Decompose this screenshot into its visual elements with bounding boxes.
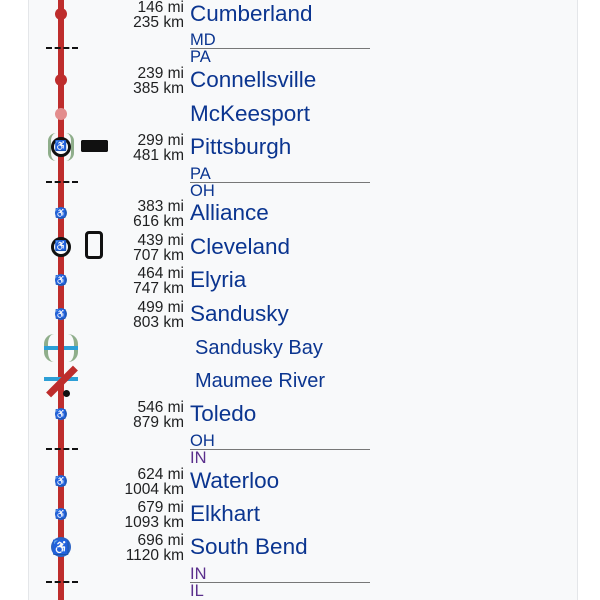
distance-km: 1120 km	[125, 547, 184, 564]
station-link[interactable]: Toledo	[190, 401, 257, 426]
station-link[interactable]: Sandusky	[190, 301, 289, 326]
station-link[interactable]: Waterloo	[190, 468, 280, 493]
distance-mi: 383 mi	[137, 198, 184, 215]
station-link[interactable]: Cleveland	[190, 234, 291, 259]
distance-km: 235 km	[133, 14, 184, 31]
distance-km: 747 km	[133, 280, 184, 297]
accessible-station-icon: ♿	[55, 508, 67, 520]
accessible-station-icon: ♿	[55, 408, 67, 420]
accessible-station-icon: ♿	[55, 308, 67, 320]
distance-km: 385 km	[133, 80, 184, 97]
accessible-station-icon: ♿	[55, 475, 67, 487]
state-label-above: OH	[190, 432, 215, 450]
interchange-station-icon: ♿	[51, 137, 71, 157]
state-label-below: PA	[190, 48, 211, 66]
distance-mi: 624 mi	[137, 466, 184, 483]
rail-line	[58, 0, 64, 600]
accessible-station-icon: ♿	[55, 274, 67, 286]
accessible-station-icon: ♿	[55, 207, 67, 219]
junction-icon	[48, 133, 74, 161]
station-link[interactable]: Alliance	[190, 200, 269, 225]
station-link[interactable]: Elyria	[190, 267, 247, 292]
distance-km: 879 km	[133, 414, 184, 431]
distance-mi: 464 mi	[137, 265, 184, 282]
rail-segment	[58, 331, 64, 365]
state-border-line	[190, 182, 370, 183]
station-link[interactable]: McKeesport	[190, 101, 311, 126]
state-border-line	[190, 582, 370, 583]
state-label-below: IN	[190, 449, 207, 467]
station-link[interactable]: South Bend	[190, 534, 308, 559]
station-link[interactable]: Connellsville	[190, 67, 317, 92]
distance-km: 1004 km	[124, 481, 184, 498]
distance-km: 616 km	[133, 213, 184, 230]
distance-km: 481 km	[133, 147, 184, 164]
state-label-below: OH	[190, 182, 215, 200]
distance-mi: 439 mi	[137, 232, 184, 249]
distance-mi: 546 mi	[137, 399, 184, 416]
station-dot-icon	[55, 74, 67, 86]
interchange-station-icon: ♿	[51, 237, 71, 257]
route-diagram-panel	[28, 0, 578, 600]
state-label-below: IL	[190, 582, 204, 600]
state-border-icon	[46, 181, 78, 183]
state-border-icon	[46, 448, 78, 450]
distance-mi: 679 mi	[137, 499, 184, 516]
distance-km: 803 km	[133, 314, 184, 331]
state-border-line	[190, 48, 370, 49]
distance-mi: 696 mi	[137, 532, 184, 549]
station-dot-icon	[55, 8, 67, 20]
state-border-line	[190, 449, 370, 450]
accessible-station-icon: ♿	[51, 537, 71, 557]
state-border-icon	[46, 47, 78, 49]
distance-km: 1093 km	[124, 514, 184, 531]
distance-km: 707 km	[133, 247, 184, 264]
station-link[interactable]: Pittsburgh	[190, 134, 292, 159]
station-link[interactable]: Elkhart	[190, 501, 261, 526]
station-link[interactable]: Maumee River	[195, 370, 326, 392]
bus-icon	[81, 140, 108, 152]
distance-mi: 499 mi	[137, 299, 184, 316]
state-label-above: PA	[190, 165, 211, 183]
distance-mi: 239 mi	[137, 65, 184, 82]
state-label-above: MD	[190, 31, 216, 49]
state-label-above: IN	[190, 565, 207, 583]
station-link[interactable]: Cumberland	[190, 1, 313, 26]
distance-mi: 146 mi	[137, 0, 184, 16]
minor-station-dot-icon	[55, 108, 67, 120]
state-border-icon	[46, 581, 78, 583]
drawbridge-pivot-icon	[63, 390, 70, 397]
tram-icon	[85, 231, 103, 259]
station-link[interactable]: Sandusky Bay	[195, 337, 323, 359]
distance-mi: 299 mi	[137, 132, 184, 149]
